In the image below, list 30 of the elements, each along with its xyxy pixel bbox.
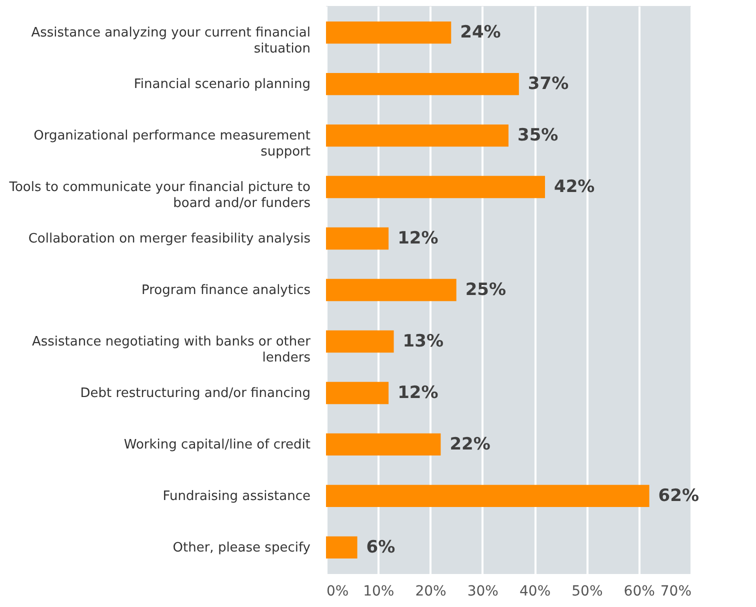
y-tick-label: Program finance analytics (142, 283, 311, 298)
data-label: 62% (658, 486, 699, 506)
data-label: 37% (528, 74, 569, 94)
data-label: 25% (465, 280, 506, 300)
y-tick-label: Working capital/line of credit (124, 437, 310, 452)
data-label: 22% (450, 434, 490, 454)
y-tick-label: Fundraising assistance (162, 488, 310, 504)
y-tick-label: Assistance analyzing your current financial situation (31, 26, 310, 57)
y-tick-label: Assistance negotiating with banks or other lenders (32, 334, 312, 366)
x-tick-label: 50% (572, 584, 603, 600)
x-tick-label: 40% (520, 584, 551, 600)
x-tick-label: 0% (326, 584, 349, 600)
data-label: 6% (366, 537, 396, 558)
x-tick-label: 70% (660, 584, 692, 600)
x-tick-label: 10% (363, 584, 394, 600)
x-tick-label: 30% (467, 584, 498, 600)
data-label: 12% (398, 382, 438, 403)
y-tick-label: Financial scenario planning (134, 77, 310, 92)
x-tick-label: 20% (415, 584, 446, 600)
y-tick-label: Tools to communicate your financial picture to board and/or funders (8, 180, 311, 212)
data-label: 42% (554, 177, 595, 198)
y-tick-label: Debt restructuring and/or financing (80, 386, 310, 401)
y-tick-label: Collaboration on merger feasibility analysis (28, 232, 311, 247)
y-tick-label: Organizational performance measurement support (34, 128, 310, 160)
data-label: 13% (402, 331, 444, 352)
data-label: 24% (460, 22, 501, 43)
x-tick-label: 60% (624, 584, 655, 600)
y-tick-label: Other, please specify (172, 540, 311, 556)
data-label: 12% (398, 228, 438, 249)
data-label: 35% (518, 126, 558, 146)
